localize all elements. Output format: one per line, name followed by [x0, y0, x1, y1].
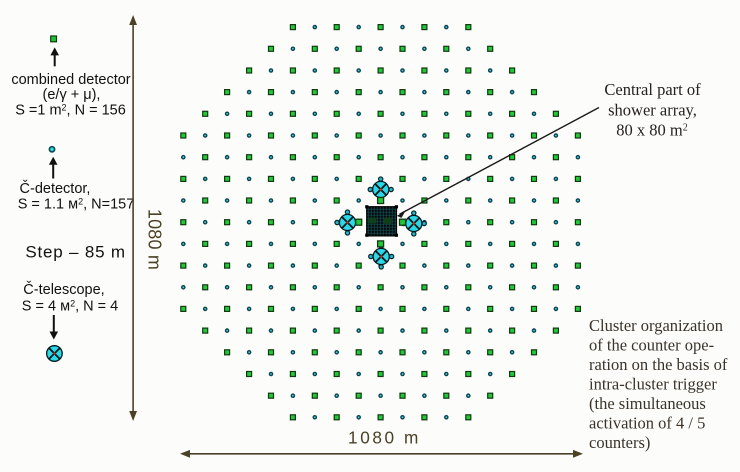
- svg-text:1080 m: 1080 m: [348, 428, 421, 448]
- svg-text:S =1 m2, N = 156: S =1 m2, N = 156: [15, 102, 126, 118]
- svg-text:Step – 85 m: Step – 85 m: [25, 242, 125, 261]
- svg-text:activation of 4 / 5: activation of 4 / 5: [589, 413, 705, 432]
- svg-text:shower array,: shower array,: [608, 101, 697, 120]
- svg-text:ration on the basis of: ration on the basis of: [589, 355, 728, 374]
- svg-text:Cluster organization: Cluster organization: [589, 316, 723, 335]
- svg-text:1080 m: 1080 m: [145, 209, 165, 270]
- svg-text:of the counter ope-: of the counter ope-: [589, 335, 714, 354]
- svg-text:Č-detector,: Č-detector,: [20, 180, 91, 197]
- svg-text:Č-telescope,: Č-telescope,: [23, 281, 104, 298]
- svg-text:S = 1.1 м2, N=157: S = 1.1 м2, N=157: [18, 197, 135, 213]
- svg-text:counters): counters): [589, 433, 650, 452]
- svg-text:(e/γ + μ),: (e/γ + μ),: [43, 87, 101, 103]
- svg-text:(the simultaneous: (the simultaneous: [589, 394, 706, 413]
- svg-text:80 x 80 m2: 80 x 80 m2: [616, 121, 687, 140]
- svg-text:Central part of: Central part of: [604, 80, 701, 99]
- svg-text:intra-cluster trigger: intra-cluster trigger: [589, 374, 717, 393]
- svg-text:combined detector: combined detector: [11, 72, 130, 88]
- svg-text:S = 4 м2, N = 4: S = 4 м2, N = 4: [22, 299, 118, 315]
